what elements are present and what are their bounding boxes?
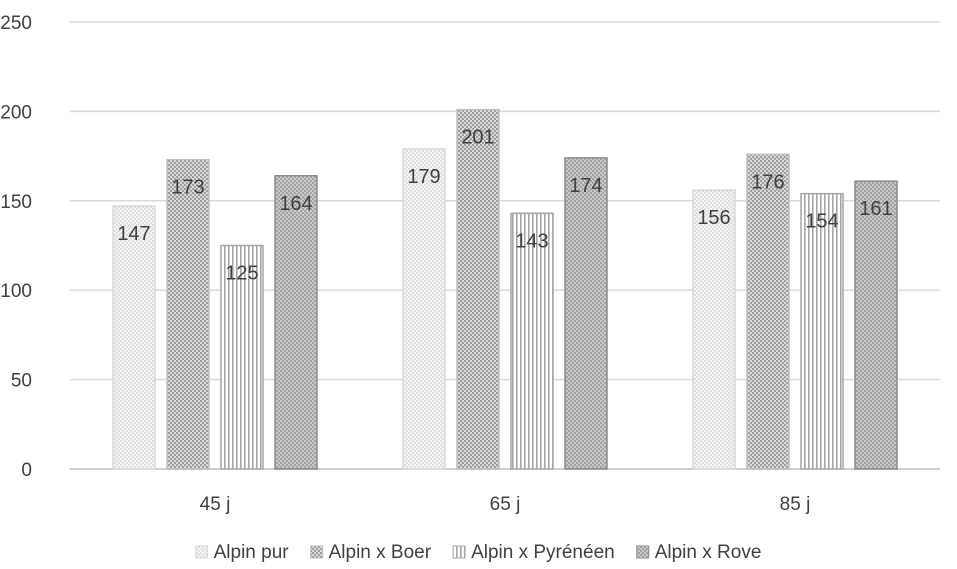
legend-item-alpin-x-pyreneen: Alpin x Pyrénéen [452, 542, 615, 563]
bar-alpin-x-rove-65-j [564, 157, 608, 470]
bar-alpin-x-boer-65-j [456, 108, 500, 470]
y-tick-label: 50 [11, 371, 32, 392]
bars [112, 108, 898, 470]
x-tick-label: 45 j [200, 494, 231, 515]
legend-item-alpin-pur: Alpin pur [195, 542, 290, 563]
data-label: 143 [515, 230, 548, 252]
data-labels: 147 173 125 164 179 201 143 174 156 176 154 161 [117, 127, 892, 285]
data-label: 125 [225, 263, 258, 285]
x-tick-label: 85 j [780, 494, 811, 515]
legend-swatch [195, 545, 209, 559]
legend-label: Alpin x Boer [329, 542, 432, 563]
data-label: 154 [805, 211, 838, 233]
x-axis: 45 j 65 j 85 j [200, 494, 811, 515]
y-tick-label: 200 [0, 102, 32, 123]
data-label: 161 [859, 198, 892, 220]
y-tick-label: 0 [21, 460, 32, 481]
legend-item-alpin-x-boer: Alpin x Boer [310, 542, 432, 563]
bar-alpin-pur-45-j [112, 205, 156, 470]
legend-label: Alpin pur [214, 542, 290, 563]
legend-swatch [310, 545, 324, 559]
data-label: 173 [171, 177, 204, 199]
y-tick-label: 250 [0, 13, 32, 34]
bar-alpin-x-boer-45-j [166, 158, 210, 470]
data-label: 201 [461, 127, 494, 149]
bar-alpin-x-rove-45-j [274, 175, 318, 470]
data-label: 174 [569, 175, 602, 197]
data-label: 147 [117, 223, 150, 245]
bar-alpin-x-boer-85-j [746, 153, 790, 470]
legend-swatch [452, 545, 466, 559]
y-tick-label: 100 [0, 281, 32, 302]
data-label: 164 [279, 193, 312, 215]
bar-alpin-x-pyreneen-85-j [800, 192, 844, 470]
bar-alpin-x-rove-85-j [854, 180, 898, 470]
legend-item-alpin-x-rove: Alpin x Rove [636, 542, 762, 563]
legend-label: Alpin x Pyrénéen [471, 542, 615, 563]
bar-alpin-pur-65-j [402, 148, 446, 470]
data-label: 156 [697, 207, 730, 229]
data-label: 179 [407, 166, 440, 188]
bar-alpin-x-pyreneen-45-j [220, 244, 264, 470]
y-axis: 0 50 100 150 200 250 [0, 13, 32, 481]
y-tick-label: 150 [0, 192, 32, 213]
data-label: 176 [751, 171, 784, 193]
bar-alpin-x-pyreneen-65-j [510, 212, 554, 470]
legend-swatch [636, 545, 650, 559]
legend-label: Alpin x Rove [655, 542, 762, 563]
legend: Alpin pur Alpin x Boer Alpin x Pyrénéen Alp… [195, 542, 762, 563]
bar-alpin-pur-85-j [692, 189, 736, 470]
x-tick-label: 65 j [490, 494, 521, 515]
gridlines [70, 21, 940, 470]
